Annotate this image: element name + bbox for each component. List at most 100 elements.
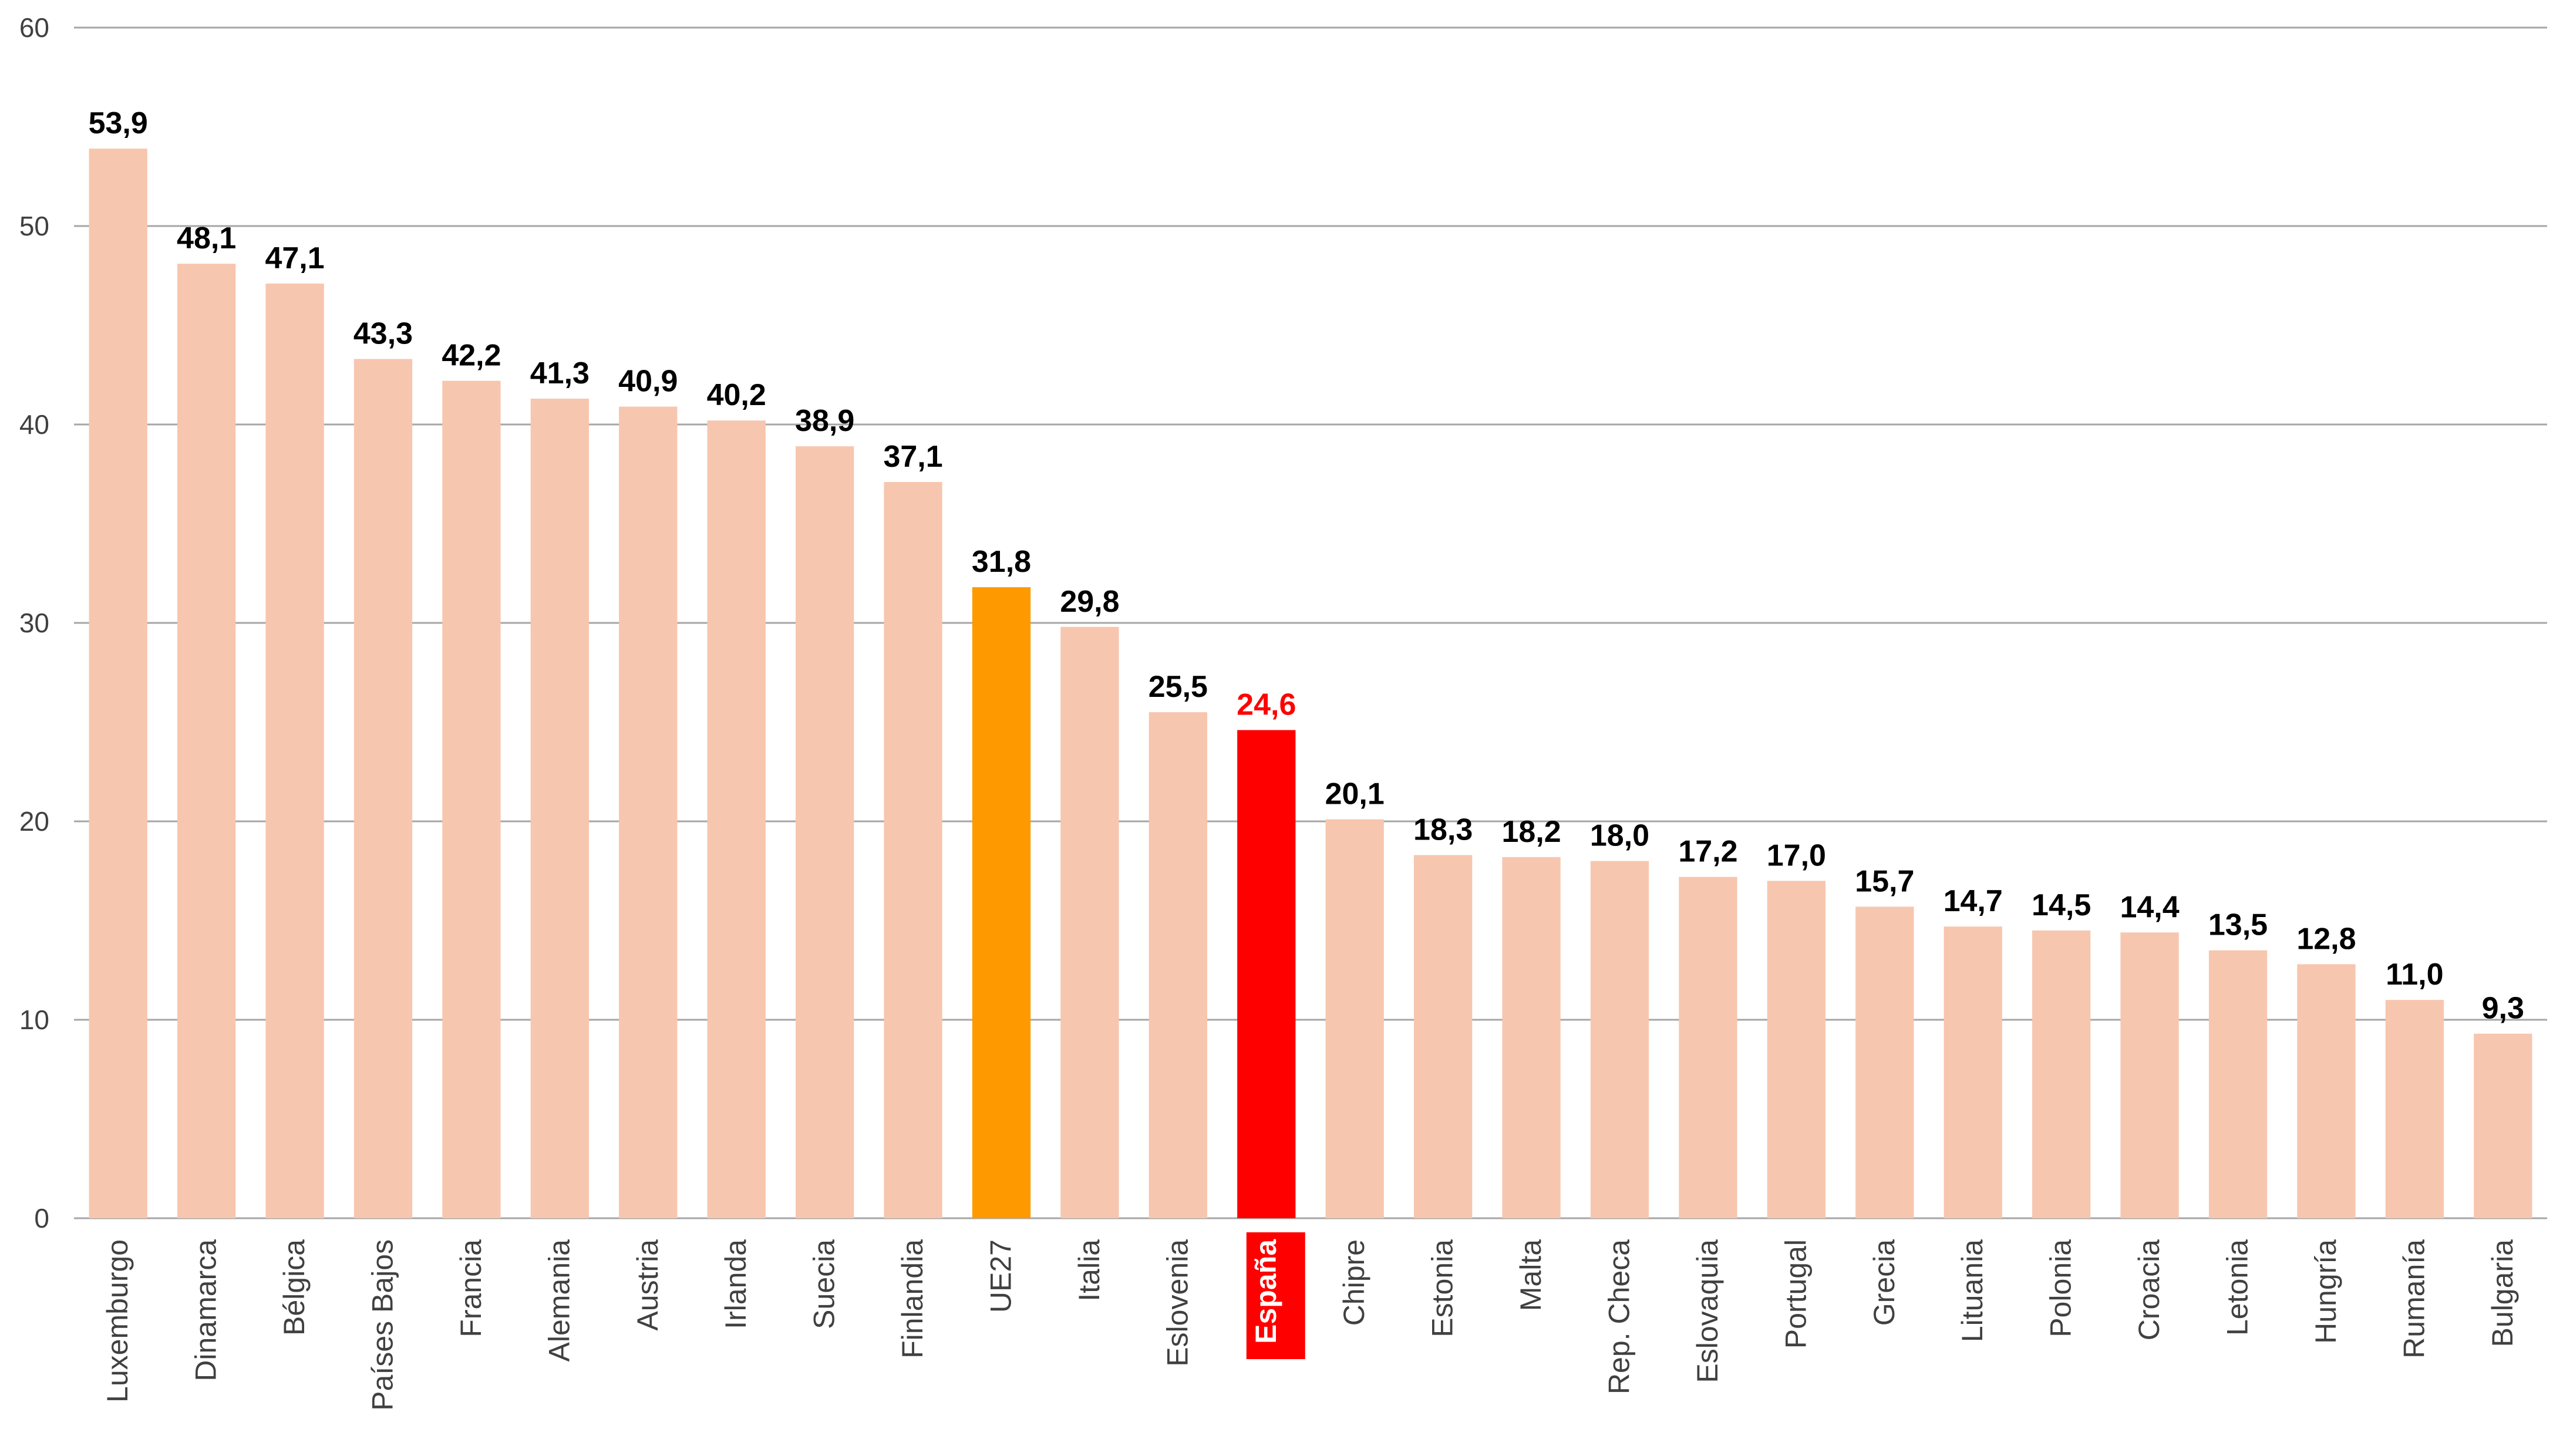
category-label-group: Italia bbox=[1073, 1239, 1106, 1302]
value-label: 41,3 bbox=[530, 356, 590, 390]
category-label-group: Austria bbox=[631, 1239, 664, 1331]
bar-Eslovenia bbox=[1148, 712, 1207, 1218]
category-label: Rumanía bbox=[2397, 1239, 2430, 1359]
category-label-group: Hungría bbox=[2309, 1239, 2342, 1344]
bar-Rep. Checa bbox=[1590, 861, 1649, 1218]
value-label: 40,9 bbox=[618, 365, 678, 399]
y-tick-label: 30 bbox=[19, 608, 49, 638]
category-label: Chipre bbox=[1338, 1239, 1370, 1326]
category-label: Países Bajos bbox=[366, 1239, 399, 1411]
category-label-group: Grecia bbox=[1868, 1239, 1901, 1326]
category-label: Bélgica bbox=[278, 1239, 311, 1336]
category-label: UE27 bbox=[985, 1239, 1018, 1313]
category-label: Luxemburgo bbox=[101, 1239, 134, 1403]
bar-España bbox=[1237, 730, 1296, 1218]
value-labels: 53,9 48,1 47,1 43,3 42,2 41,3 40,9 40,2 38,9 37,1… bbox=[89, 106, 2524, 1025]
category-label-group: Letonia bbox=[2221, 1239, 2254, 1336]
category-label-group: Irlanda bbox=[719, 1239, 752, 1329]
x-axis-labels: Luxemburgo Dinamarca Bélgica Países Bajos Fr… bbox=[101, 1232, 2519, 1411]
category-label: Austria bbox=[631, 1239, 664, 1331]
category-label: España bbox=[1249, 1239, 1282, 1344]
bar-Países Bajos bbox=[353, 359, 413, 1219]
y-tick-label: 40 bbox=[19, 409, 49, 440]
value-label: 9,3 bbox=[2482, 992, 2524, 1026]
value-label: 31,8 bbox=[972, 545, 1031, 579]
bar-Bulgaria bbox=[2474, 1033, 2532, 1218]
value-label: 29,8 bbox=[1060, 585, 1119, 619]
bar-UE27 bbox=[972, 587, 1031, 1219]
category-label: Letonia bbox=[2221, 1239, 2254, 1336]
value-label: 12,8 bbox=[2296, 922, 2356, 956]
category-label: Suecia bbox=[808, 1239, 841, 1329]
bar-Estonia bbox=[1414, 855, 1473, 1218]
value-label: 43,3 bbox=[353, 316, 413, 350]
bar-Hungría bbox=[2297, 964, 2356, 1218]
value-label: 53,9 bbox=[89, 106, 148, 140]
category-label-group: Luxemburgo bbox=[101, 1239, 134, 1403]
category-label: Eslovenia bbox=[1161, 1239, 1194, 1367]
category-label: Dinamarca bbox=[190, 1239, 223, 1381]
value-label: 11,0 bbox=[2386, 958, 2443, 992]
category-label: Portugal bbox=[1779, 1239, 1812, 1349]
category-label: Irlanda bbox=[719, 1239, 752, 1329]
value-label: 14,7 bbox=[1944, 884, 2003, 918]
bar-Italia bbox=[1060, 626, 1119, 1218]
y-tick-label: 10 bbox=[19, 1005, 49, 1035]
value-label: 18,0 bbox=[1590, 819, 1649, 853]
value-label: 24,6 bbox=[1237, 688, 1296, 722]
y-tick-label: 0 bbox=[34, 1203, 49, 1233]
bar-Chipre bbox=[1325, 819, 1384, 1218]
value-label: 15,7 bbox=[1855, 864, 1914, 898]
category-label: Polonia bbox=[2045, 1239, 2077, 1337]
category-label-group: Eslovaquia bbox=[1691, 1239, 1724, 1383]
category-label-group: Francia bbox=[454, 1239, 487, 1337]
category-label-group: España bbox=[1246, 1232, 1305, 1359]
category-label-group: Malta bbox=[1514, 1239, 1547, 1311]
category-label: Bulgaria bbox=[2486, 1239, 2519, 1347]
bar-Croacia bbox=[2120, 932, 2179, 1218]
bar-Alemania bbox=[530, 399, 589, 1218]
category-label: Finlandia bbox=[896, 1239, 929, 1359]
bar-Rumanía bbox=[2385, 1000, 2444, 1218]
category-label-group: Eslovenia bbox=[1161, 1239, 1194, 1367]
y-tick-label: 20 bbox=[19, 806, 49, 837]
category-label: Grecia bbox=[1868, 1239, 1901, 1326]
value-label: 48,1 bbox=[177, 221, 236, 255]
category-label: Rep. Checa bbox=[1603, 1239, 1636, 1394]
category-label-group: UE27 bbox=[985, 1239, 1018, 1313]
bar-Finlandia bbox=[884, 482, 942, 1218]
category-label: Malta bbox=[1514, 1239, 1547, 1311]
bar-Polonia bbox=[2032, 930, 2091, 1218]
value-label: 25,5 bbox=[1148, 670, 1208, 704]
category-label-group: Países Bajos bbox=[366, 1239, 399, 1411]
bar-Grecia bbox=[1855, 906, 1914, 1218]
category-label-group: Polonia bbox=[2045, 1239, 2077, 1337]
value-label: 37,1 bbox=[883, 440, 942, 474]
value-label: 40,2 bbox=[707, 378, 766, 412]
y-tick-label: 50 bbox=[19, 211, 49, 241]
bar-Bélgica bbox=[265, 284, 324, 1218]
category-label: Croacia bbox=[2133, 1239, 2165, 1340]
category-label-group: Lituania bbox=[1956, 1239, 1989, 1342]
value-label: 18,3 bbox=[1413, 813, 1473, 847]
category-label-group: Alemania bbox=[543, 1239, 575, 1362]
category-label: Alemania bbox=[543, 1239, 575, 1362]
category-label: Estonia bbox=[1426, 1239, 1459, 1337]
category-label-group: Suecia bbox=[808, 1239, 841, 1329]
bar-Eslovaquia bbox=[1679, 877, 1737, 1218]
category-label: Italia bbox=[1073, 1239, 1106, 1302]
bar-Lituania bbox=[1944, 926, 2002, 1218]
category-label-group: Croacia bbox=[2133, 1239, 2165, 1340]
bar-Letonia bbox=[2208, 950, 2268, 1218]
value-label: 14,5 bbox=[2032, 888, 2091, 922]
category-label: Francia bbox=[454, 1239, 487, 1337]
value-label: 20,1 bbox=[1325, 777, 1385, 811]
value-label: 38,9 bbox=[795, 404, 854, 438]
category-label: Eslovaquia bbox=[1691, 1239, 1724, 1383]
category-label-group: Chipre bbox=[1338, 1239, 1370, 1326]
y-tick-label: 60 bbox=[19, 12, 49, 43]
category-label-group: Portugal bbox=[1779, 1239, 1812, 1349]
y-axis-ticks: 0 10 20 30 40 50 60 bbox=[19, 12, 49, 1233]
